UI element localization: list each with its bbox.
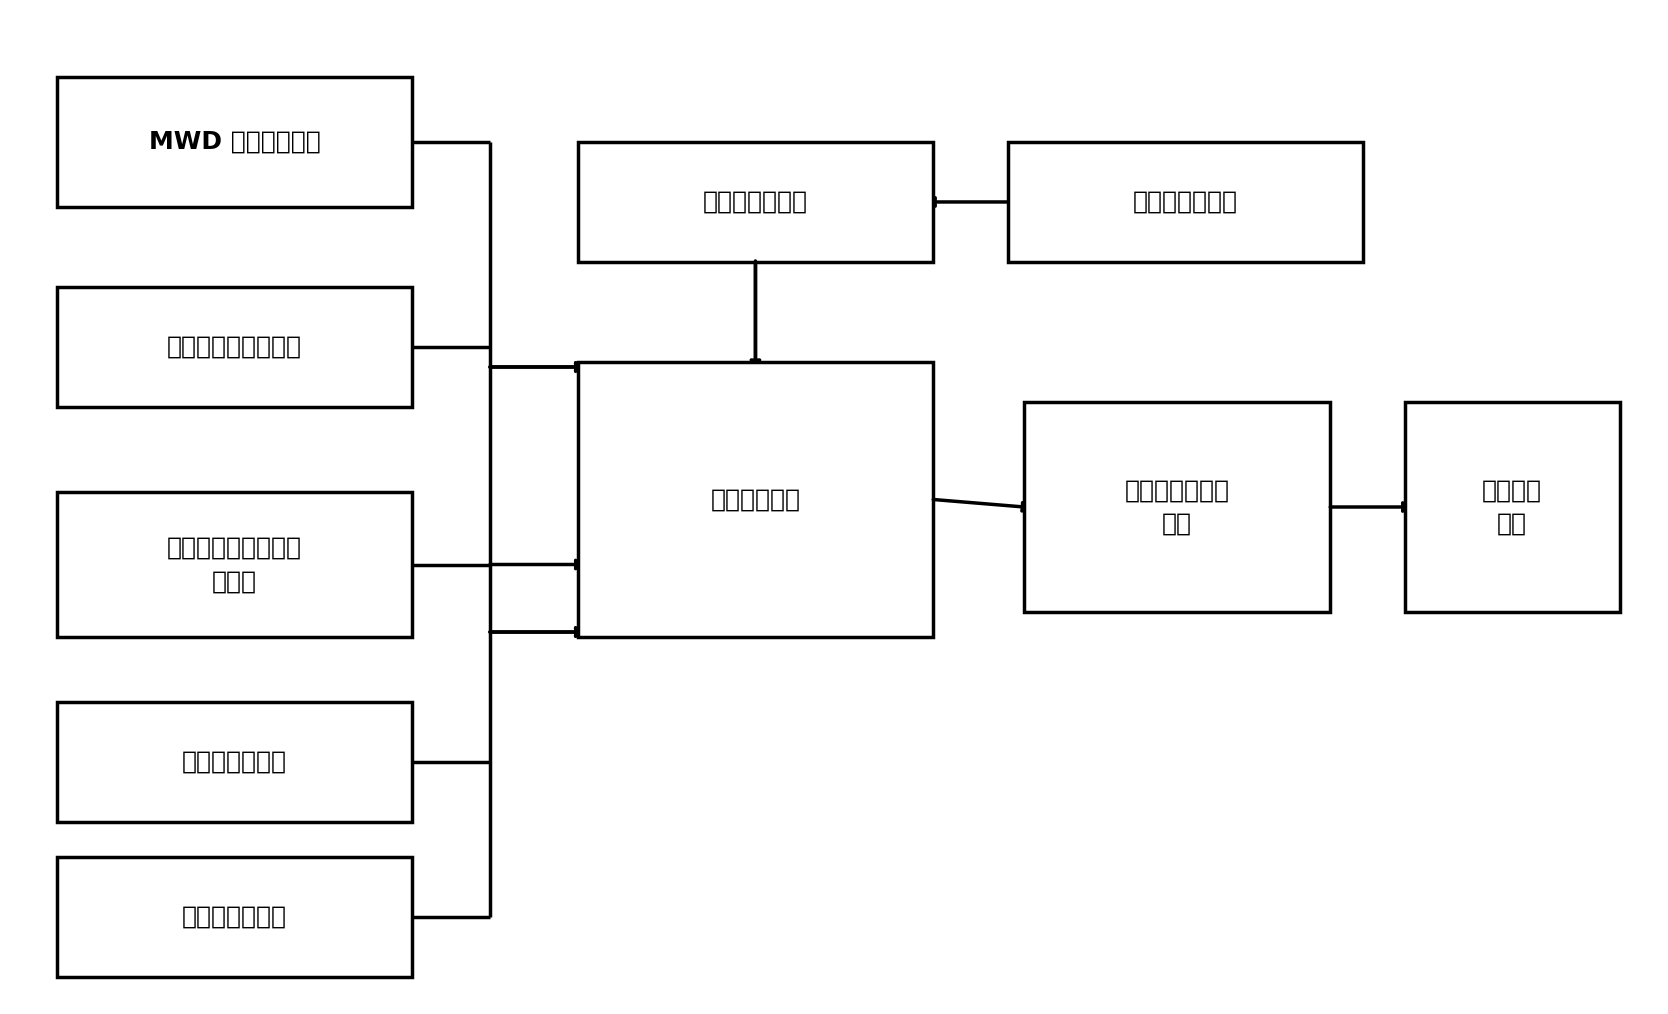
Bar	[577, 362, 934, 637]
Text: 顶驱钻杆扭矩传感器: 顶驱钻杆扭矩传感器	[167, 335, 302, 359]
Text: 大钩悬重传感器: 大钩悬重传感器	[182, 906, 287, 929]
Bar	[1404, 402, 1620, 612]
Text: MWD 工具面传感器: MWD 工具面传感器	[148, 130, 320, 154]
Text: 立管压力传感器: 立管压力传感器	[182, 750, 287, 774]
Bar	[577, 142, 934, 262]
Bar	[57, 857, 412, 977]
Text: 钻杆左右旋转控
制器: 钻杆左右旋转控 制器	[1124, 479, 1229, 535]
Text: 顶驱主轴
电机: 顶驱主轴 电机	[1483, 479, 1543, 535]
Text: 可编程控制器: 可编程控制器	[711, 488, 801, 511]
Text: 顶驱主轴钻杆角位移
传感器: 顶驱主轴钻杆角位移 传感器	[167, 535, 302, 593]
Text: 人机接口显示器: 人机接口显示器	[702, 190, 807, 214]
Bar	[57, 702, 412, 822]
Bar	[57, 287, 412, 407]
Bar	[1007, 142, 1363, 262]
Bar	[57, 77, 412, 207]
Bar	[57, 492, 412, 637]
Text: 用户输入与干预: 用户输入与干预	[1133, 190, 1238, 214]
Bar	[1024, 402, 1331, 612]
